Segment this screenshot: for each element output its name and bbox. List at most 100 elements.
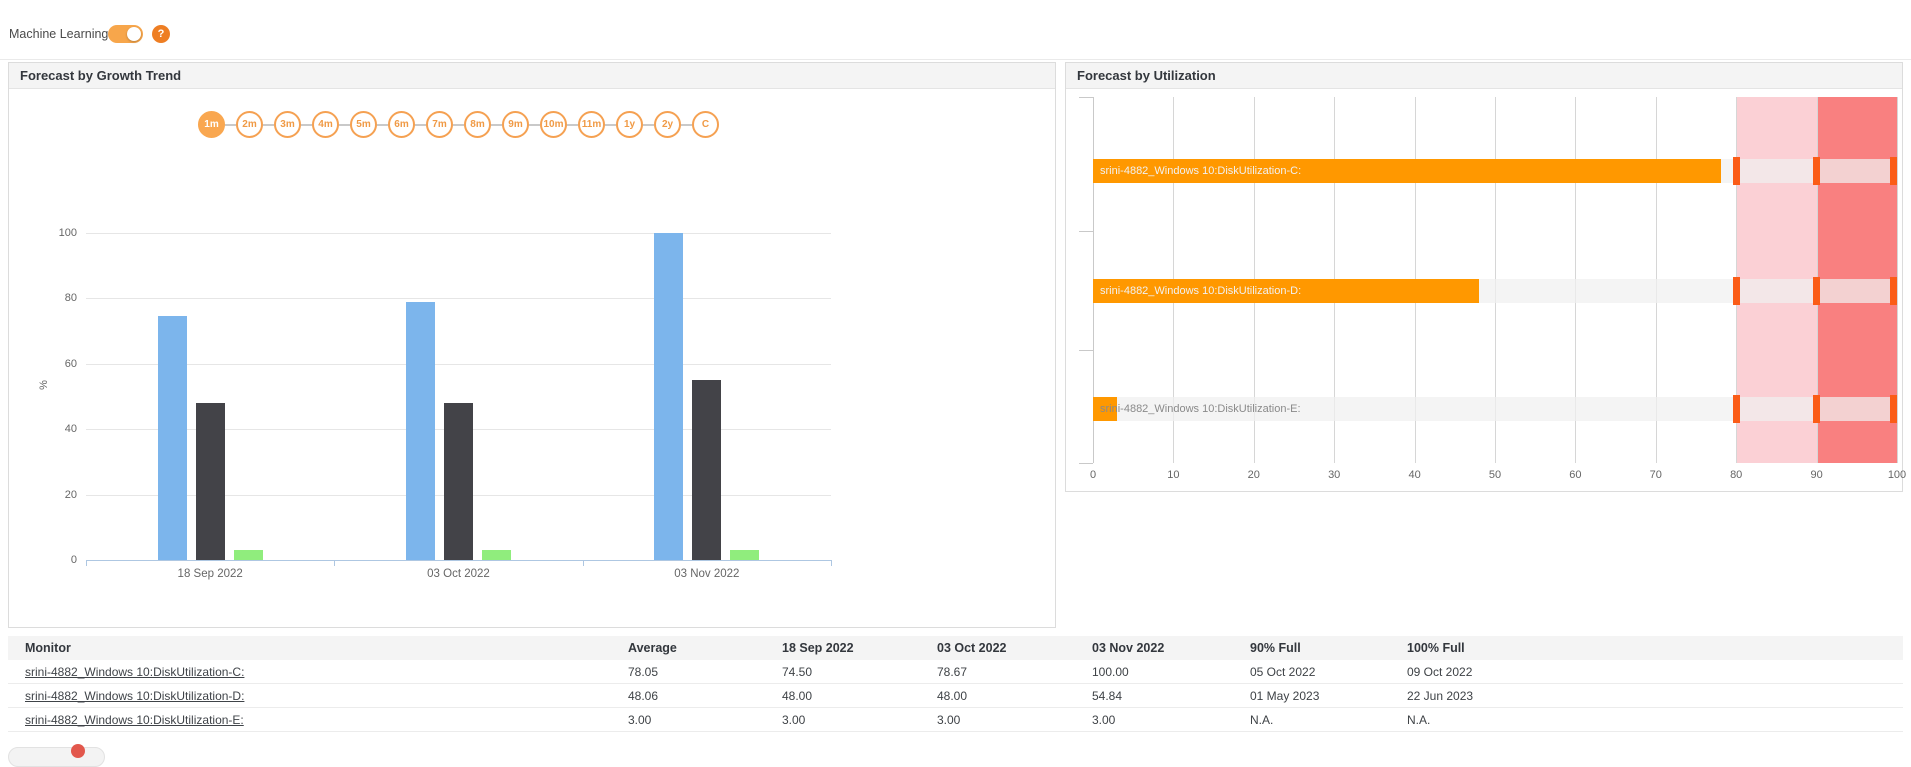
value-cell: 01 May 2023 [1250,683,1407,708]
range-button-6m[interactable]: 6m [388,111,415,138]
machine-learning-label: Machine Learning [9,27,109,41]
threshold-marker-90 [1813,277,1821,305]
threshold-marker-80 [1732,157,1740,185]
monitor-link[interactable]: srini-4882_Windows 10:DiskUtilization-C: [25,664,245,679]
range-connector [263,123,274,126]
growth-y-axis-title: % [37,380,50,390]
bar-03-Oct-2022-series-2[interactable] [444,402,473,560]
bar-track [1093,397,1897,421]
y-axis-tick [1079,350,1093,351]
range-button-3m[interactable]: 3m [274,111,301,138]
y-axis-tick [1079,231,1093,232]
table-column-header: 18 Sep 2022 [782,636,937,660]
range-connector [605,123,616,126]
range-button-11m[interactable]: 11m [578,111,605,138]
gridline [1897,97,1898,463]
x-axis-label: 20 [1247,469,1260,481]
x-axis-label: 60 [1569,469,1582,481]
bottom-cutoff-button[interactable] [8,747,105,767]
help-icon[interactable]: ? [152,25,170,43]
threshold-marker-100 [1890,157,1897,185]
bar-03-Nov-2022-series-1[interactable] [654,232,684,560]
x-axis-label: 100 [1887,469,1907,481]
range-button-2y[interactable]: 2y [654,111,681,138]
range-connector [415,123,426,126]
machine-learning-toggle[interactable] [108,25,143,43]
value-cell: 3.00 [937,707,1092,732]
value-cell: 78.05 [628,660,782,684]
top-separator [0,59,1911,60]
threshold-marker-100 [1890,277,1897,305]
value-cell: 100.00 [1092,660,1250,684]
utilization-bar-2[interactable] [1093,279,1480,303]
utilization-bar-label: srini-4882_Windows 10:DiskUtilization-C: [1100,165,1302,177]
x-axis-label: 50 [1488,469,1502,481]
table-column-header: 90% Full [1250,636,1407,660]
range-button-C[interactable]: C [692,111,719,138]
range-connector [491,123,502,126]
x-axis-label: 90 [1810,469,1823,481]
utilization-panel-title: Forecast by Utilization [1066,63,1902,89]
bar-18-Sep-2022-series-1[interactable] [157,316,187,560]
bar-18-Sep-2022-series-3[interactable] [233,550,263,560]
range-button-7m[interactable]: 7m [426,111,453,138]
range-button-1y[interactable]: 1y [616,111,643,138]
monitor-cell: srini-4882_Windows 10:DiskUtilization-C: [8,660,628,684]
bar-18-Sep-2022-series-2[interactable] [195,402,225,560]
value-cell: 48.00 [937,683,1092,708]
y-axis-label: 40 [64,423,77,435]
value-cell: 48.00 [782,683,937,708]
range-button-2m[interactable]: 2m [236,111,263,138]
value-cell: N.A. [1407,707,1903,732]
range-connector [529,123,540,126]
range-connector [377,123,388,126]
monitor-link[interactable]: srini-4882_Windows 10:DiskUtilization-D: [25,688,245,703]
value-cell: 78.67 [937,660,1092,684]
x-axis-tick [831,560,832,566]
range-button-9m[interactable]: 9m [502,111,529,138]
x-axis-label: 10 [1167,469,1180,481]
monitor-cell: srini-4882_Windows 10:DiskUtilization-D: [8,683,628,708]
y-axis-tick [1079,97,1093,98]
x-axis-label: 80 [1730,469,1743,481]
monitor-link[interactable]: srini-4882_Windows 10:DiskUtilization-E: [25,712,244,727]
y-axis-label: 80 [64,292,77,304]
bar-03-Nov-2022-series-2[interactable] [692,380,722,560]
value-cell: 48.06 [628,683,782,708]
table-header-row: Monitor Average 18 Sep 2022 03 Oct 2022 03 N… [8,636,1903,660]
table-column-header: 03 Oct 2022 [937,636,1092,660]
threshold-marker-80 [1732,395,1740,423]
bar-03-Oct-2022-series-1[interactable] [406,302,435,560]
range-button-1m[interactable]: 1m [198,111,225,138]
utilization-bar-3[interactable] [1093,397,1118,421]
range-button-8m[interactable]: 8m [464,111,491,138]
value-cell: 74.50 [782,660,937,684]
utilization-bar-1[interactable] [1093,159,1721,183]
bar-03-Nov-2022-series-3[interactable] [730,550,760,560]
utilization-bar-label: srini-4882_Windows 10:DiskUtilization-E: [1100,403,1301,415]
range-button-4m[interactable]: 4m [312,111,339,138]
monitor-cell: srini-4882_Windows 10:DiskUtilization-E: [8,707,628,732]
threshold-marker-90 [1813,157,1821,185]
range-button-5m[interactable]: 5m [350,111,377,138]
threshold-marker-80 [1732,277,1740,305]
threshold-marker-100 [1890,395,1897,423]
value-cell: 22 Jun 2023 [1407,683,1903,708]
table-row: srini-4882_Windows 10:DiskUtilization-E:… [8,707,1903,732]
range-button-10m[interactable]: 10m [540,111,567,138]
value-cell: 05 Oct 2022 [1250,660,1407,684]
range-connector [301,123,312,126]
y-axis-label: 60 [64,357,77,370]
bar-03-Oct-2022-series-3[interactable] [482,550,511,560]
x-axis-line [86,560,832,561]
table-column-header: 100% Full [1407,636,1903,660]
gridline [86,232,831,234]
notification-badge [71,744,85,758]
table-column-header: 03 Nov 2022 [1092,636,1250,660]
utilization-bar-label: srini-4882_Windows 10:DiskUtilization-D: [1100,285,1302,297]
range-connector [225,123,236,126]
x-axis-tick [334,560,336,566]
gridline [86,363,831,365]
table-row: srini-4882_Windows 10:DiskUtilization-C:… [8,660,1903,684]
